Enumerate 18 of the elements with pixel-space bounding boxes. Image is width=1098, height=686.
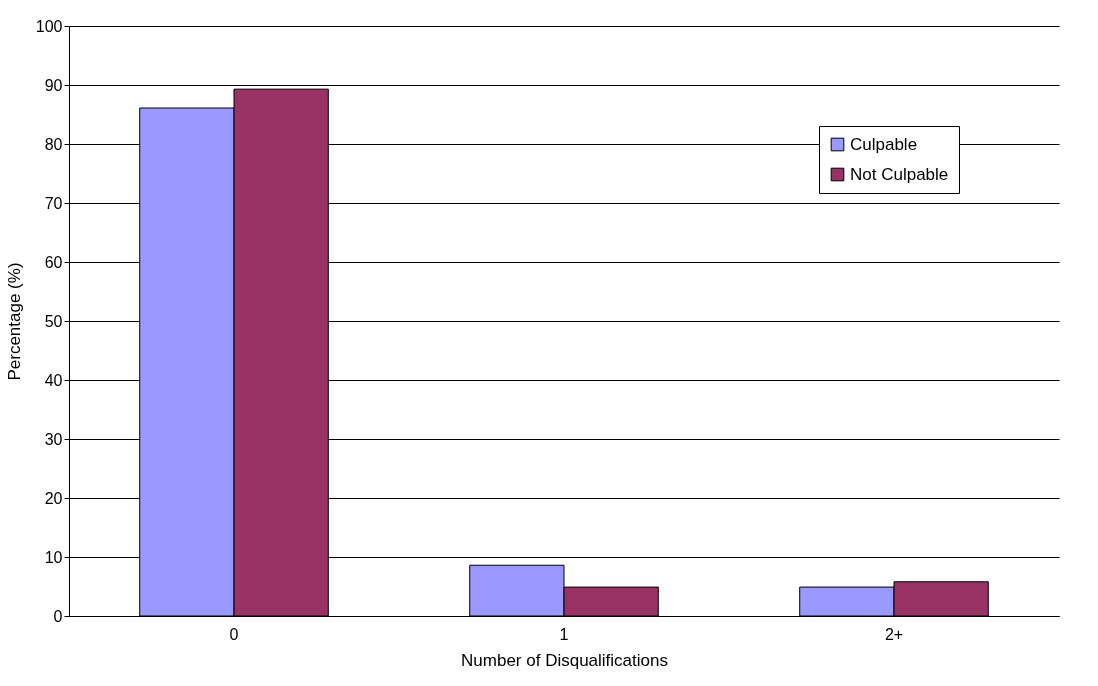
y-tick-label: 50 <box>44 312 63 330</box>
x-tick-label: 0 <box>229 625 239 643</box>
y-tick-label: 80 <box>44 135 63 153</box>
y-tick-label: 100 <box>35 17 63 35</box>
y-tick-label: 90 <box>44 76 63 94</box>
y-tick-label: 10 <box>44 548 63 566</box>
legend-label: Not Culpable <box>850 164 949 184</box>
y-tick-label: 70 <box>44 194 63 212</box>
x-tick-label: 2+ <box>884 625 904 643</box>
y-tick-label: 60 <box>44 253 63 271</box>
y-tick-label: 20 <box>44 489 63 507</box>
y-tick-label: 30 <box>44 430 63 448</box>
legend-label: Culpable <box>850 134 918 154</box>
x-axis-title: Number of Disqualifications <box>461 650 668 670</box>
x-tick-label: 1 <box>559 625 569 643</box>
y-tick-label: 0 <box>53 607 63 625</box>
y-axis-title: Percentage (%) <box>4 262 24 381</box>
y-tick-label: 40 <box>44 371 63 389</box>
